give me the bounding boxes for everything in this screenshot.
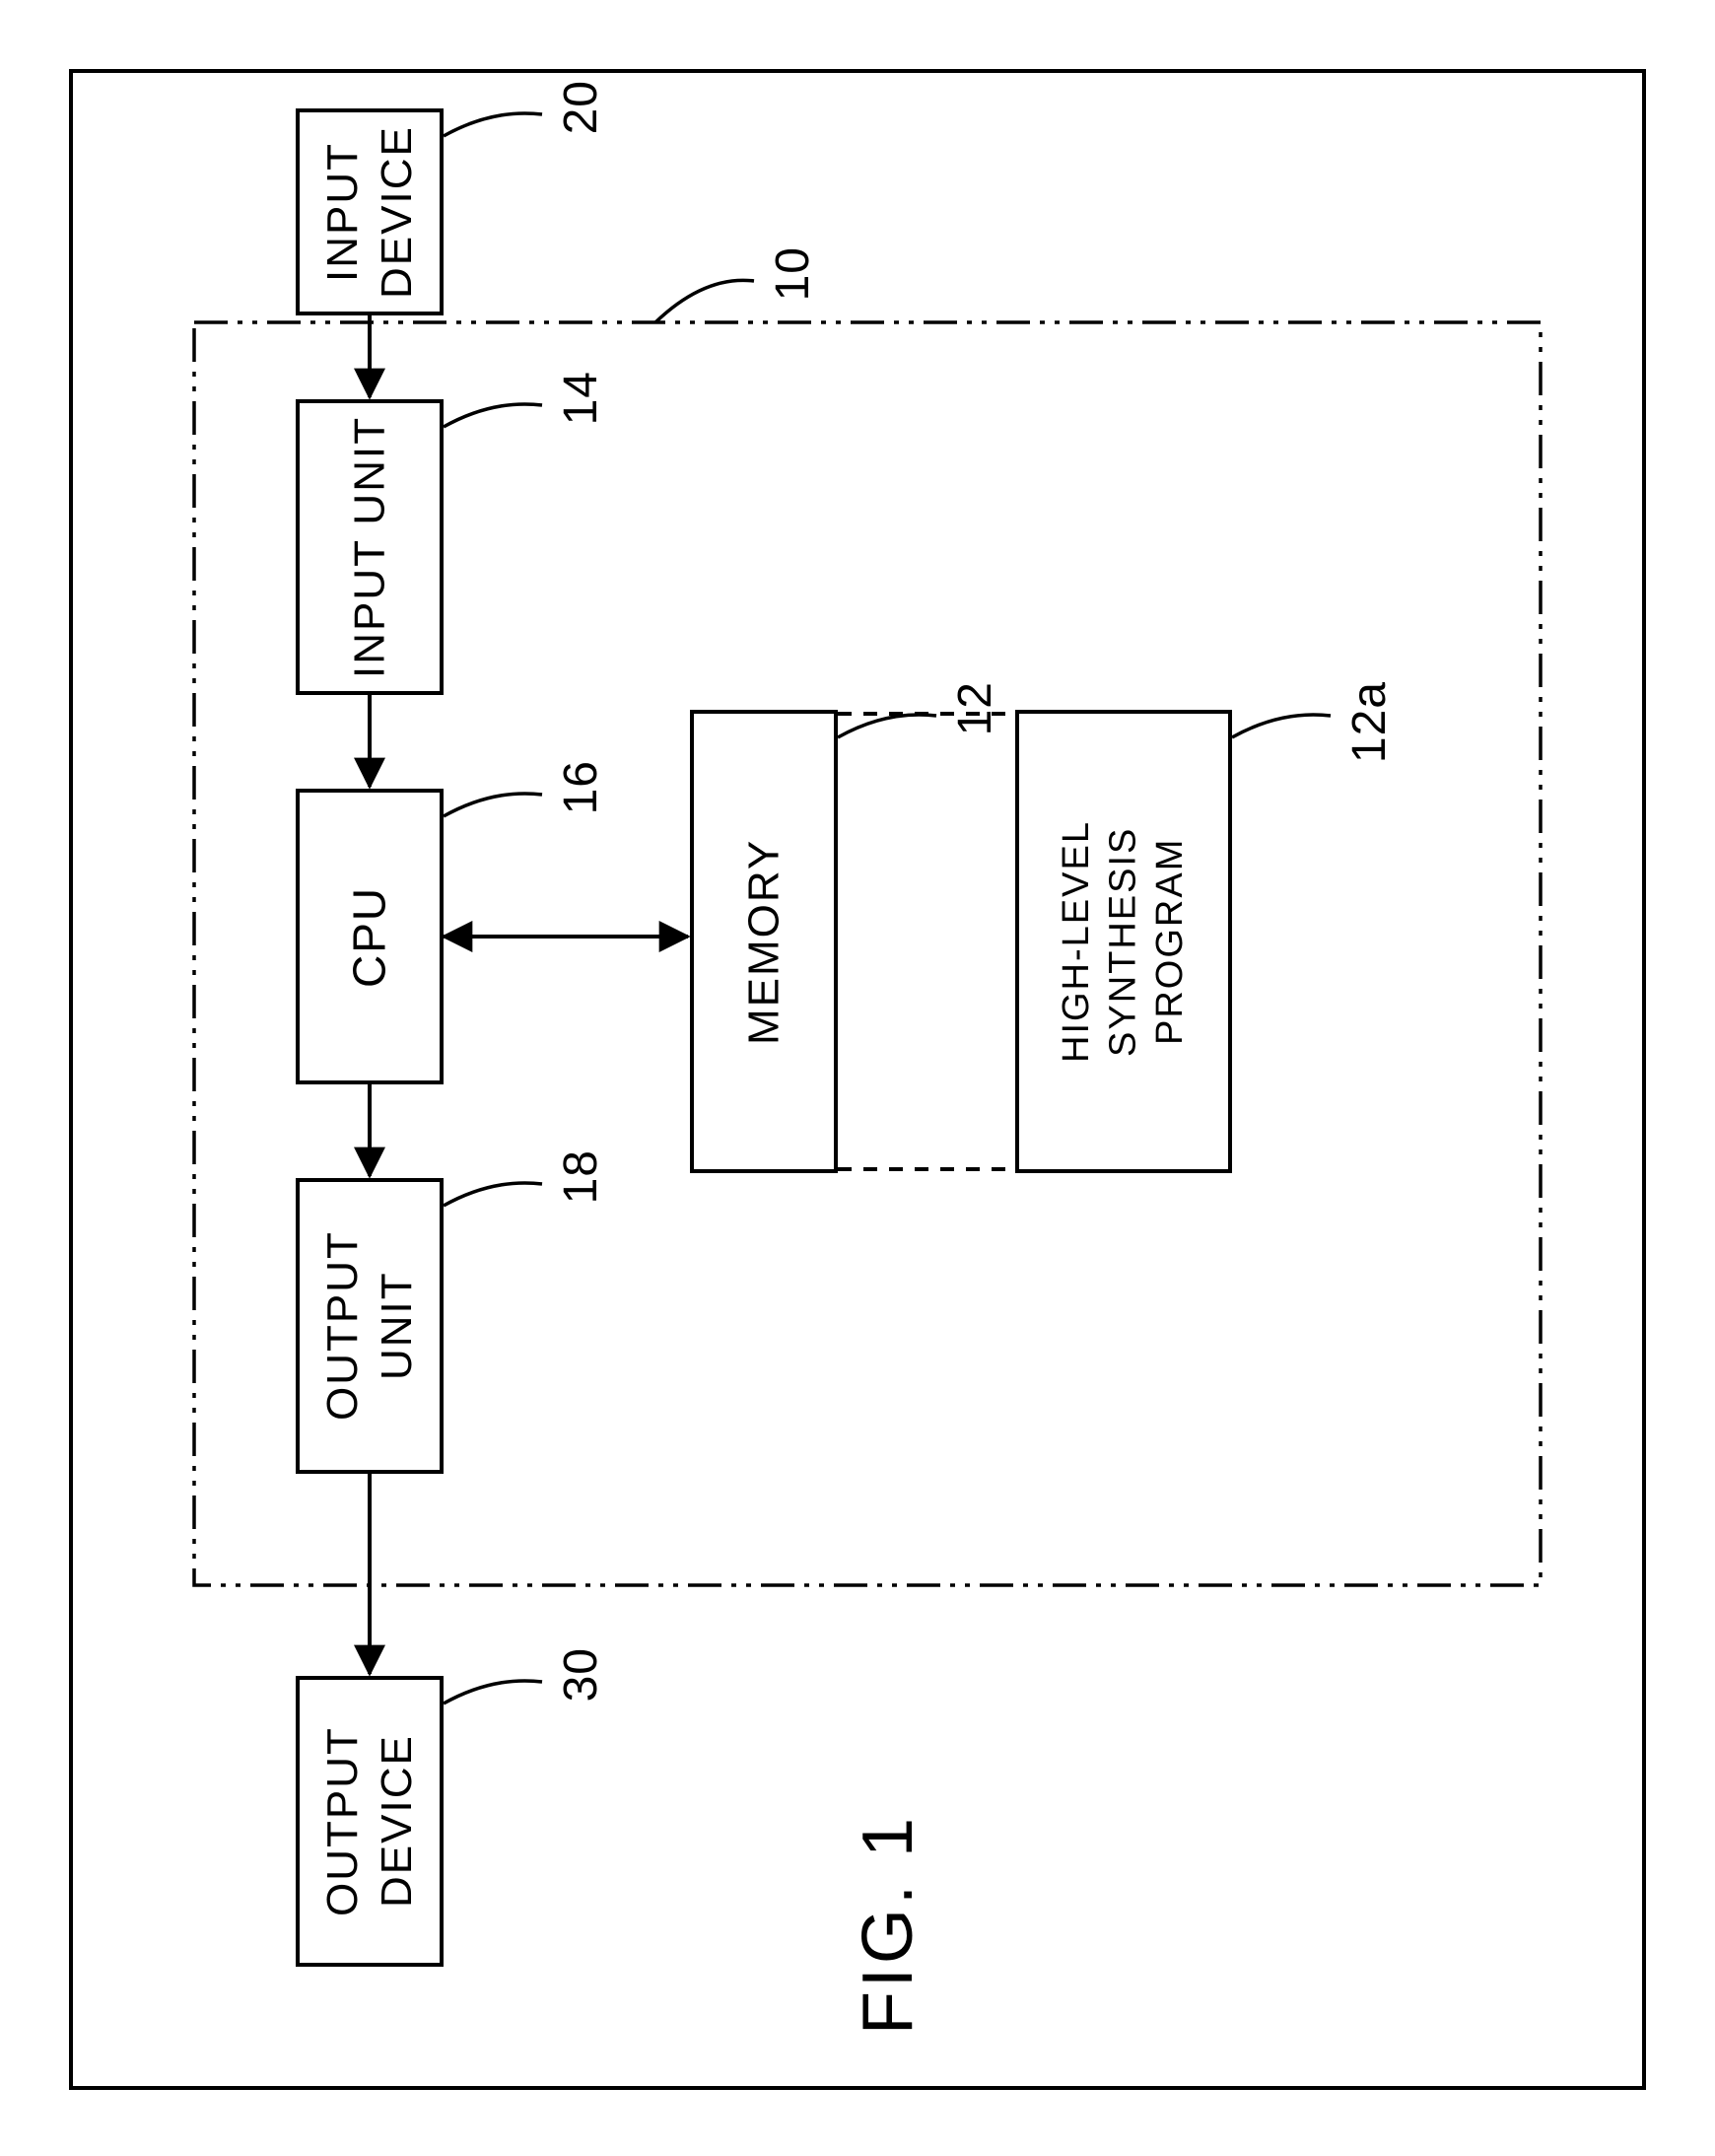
figure-caption: FIG. 1 (848, 1814, 928, 2035)
label-output-unit: OUTPUT UNIT (315, 1182, 424, 1470)
block-input-device: INPUT DEVICE (296, 108, 444, 315)
ref-20: 20 (554, 80, 608, 134)
block-input-unit: INPUT UNIT (296, 399, 444, 695)
label-output-device: OUTPUT DEVICE (315, 1680, 424, 1963)
ref-12a: 12a (1342, 681, 1397, 763)
block-output-unit: OUTPUT UNIT (296, 1178, 444, 1474)
label-input-unit: INPUT UNIT (343, 416, 397, 678)
ref-14: 14 (554, 371, 608, 425)
block-output-device: OUTPUT DEVICE (296, 1676, 444, 1967)
label-hls-program: HIGH-LEVEL SYNTHESIS PROGRAM (1054, 714, 1195, 1169)
ref-10: 10 (766, 246, 820, 301)
page: INPUT DEVICE INPUT UNIT CPU OUTPUT UNIT OUTP… (0, 0, 1715, 2156)
label-memory: MEMORY (737, 838, 791, 1044)
label-input-device: INPUT DEVICE (315, 112, 424, 312)
ref-18: 18 (554, 1149, 608, 1204)
ref-16: 16 (554, 760, 608, 814)
ref-12: 12 (948, 681, 1002, 735)
block-memory: MEMORY (690, 710, 838, 1173)
block-hls-program: HIGH-LEVEL SYNTHESIS PROGRAM (1015, 710, 1232, 1173)
ref-30: 30 (554, 1647, 608, 1702)
block-cpu: CPU (296, 789, 444, 1084)
label-cpu: CPU (341, 885, 398, 987)
